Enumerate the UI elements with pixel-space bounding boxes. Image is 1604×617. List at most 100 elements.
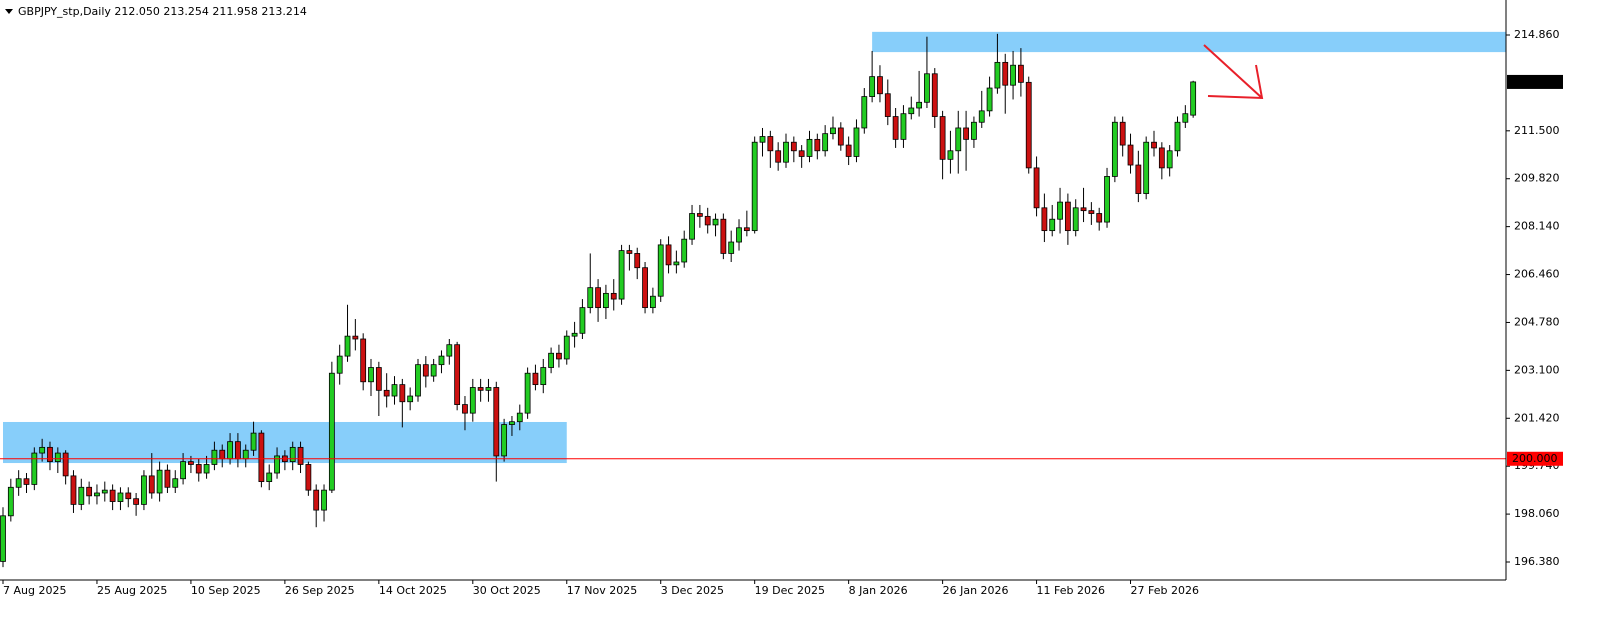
bull-body <box>501 424 508 457</box>
price-line-tag <box>1507 451 1563 466</box>
bull-body <box>1111 121 1118 177</box>
bear-body <box>1127 144 1134 166</box>
bull-body <box>321 489 327 511</box>
bull-body <box>39 446 46 454</box>
bull-body <box>587 287 594 309</box>
bull-body <box>516 412 523 423</box>
bull-body <box>227 441 233 460</box>
bear-body <box>743 227 750 232</box>
price-line-label: 200.000 <box>1512 452 1558 465</box>
bull-body <box>712 218 719 226</box>
bear-body <box>1151 141 1157 149</box>
bull-body <box>94 492 100 497</box>
bear-body <box>884 93 891 117</box>
current-price-tag <box>1507 74 1563 89</box>
bull-body <box>469 387 476 414</box>
y-tick-label: 214.860 <box>1514 28 1560 41</box>
bull-body <box>869 76 876 97</box>
bull-body <box>274 455 280 474</box>
bear-body <box>258 432 265 482</box>
bull-body <box>1104 176 1110 223</box>
arrow-drawing <box>1203 44 1264 100</box>
bear-body <box>70 475 77 505</box>
bull-body <box>1166 150 1173 169</box>
y-tick-label: 196.380 <box>1514 555 1560 568</box>
bull-body <box>117 492 124 502</box>
bear-body <box>556 352 562 360</box>
bear-body <box>422 364 429 377</box>
bull-body <box>978 110 985 123</box>
bull-body <box>540 367 547 386</box>
bear-body <box>665 244 672 266</box>
bull-body <box>203 464 210 474</box>
bull-body <box>415 364 421 397</box>
y-tick-label: 209.820 <box>1514 172 1560 185</box>
y-tick-label: 204.780 <box>1514 315 1560 328</box>
bull-body <box>211 449 218 465</box>
y-tick-label: 208.140 <box>1514 220 1560 233</box>
bear-body <box>1033 167 1040 209</box>
y-tick-label: 203.100 <box>1514 363 1560 376</box>
bear-body <box>86 486 93 497</box>
bull-body <box>579 307 586 334</box>
bull-body <box>947 150 954 160</box>
bull-body <box>180 461 186 480</box>
bull-body <box>242 449 249 460</box>
bear-body <box>892 116 899 140</box>
bull-body <box>430 364 437 377</box>
bull-body <box>1057 201 1063 220</box>
bull-body <box>1049 218 1056 232</box>
bull-body <box>994 61 1001 89</box>
bear-body <box>1096 213 1103 223</box>
bear-body <box>1119 121 1126 146</box>
bear-body <box>790 141 797 152</box>
bear-body <box>109 489 116 502</box>
x-tick-label: 26 Jan 2026 <box>943 584 1009 597</box>
y-tick-label: 206.460 <box>1514 268 1560 281</box>
bear-body <box>704 215 711 226</box>
bear-body <box>47 446 53 463</box>
x-tick-label: 7 Aug 2025 <box>3 584 66 597</box>
bear-body <box>125 492 132 500</box>
bear-body <box>305 464 312 491</box>
x-tick-label: 26 Sep 2025 <box>285 584 355 597</box>
bull-body <box>78 486 85 505</box>
bull-body <box>289 446 296 463</box>
bear-body <box>360 338 367 383</box>
current-price-label: 213.214 <box>1512 75 1558 88</box>
y-tick-label: 201.420 <box>1514 411 1560 424</box>
bear-body <box>720 218 727 254</box>
bull-body <box>368 367 374 383</box>
bear-body <box>877 76 883 95</box>
bull-body <box>1010 64 1016 86</box>
bear-body <box>931 73 938 117</box>
bull-body <box>1072 207 1079 232</box>
bull-body <box>446 344 453 357</box>
bear-body <box>798 150 805 157</box>
bull-body <box>31 452 38 485</box>
x-tick-label: 10 Sep 2025 <box>191 584 261 597</box>
x-tick-label: 27 Feb 2026 <box>1131 584 1199 597</box>
bear-body <box>375 367 382 391</box>
bear-body <box>1018 64 1024 83</box>
bull-body <box>900 113 907 140</box>
bear-body <box>493 387 500 457</box>
x-tick-label: 30 Oct 2025 <box>473 584 541 597</box>
bear-body <box>352 335 359 340</box>
bear-body <box>383 389 390 397</box>
bull-body <box>783 141 789 163</box>
bear-body <box>313 489 320 511</box>
bull-body <box>971 121 977 140</box>
bull-body <box>806 138 813 157</box>
bull-body <box>0 515 6 562</box>
bear-body <box>164 469 171 488</box>
bull-body <box>822 133 829 152</box>
x-tick-label: 19 Dec 2025 <box>755 584 825 597</box>
bear-body <box>1135 164 1142 194</box>
bear-body <box>1002 61 1009 86</box>
plot <box>0 33 1506 568</box>
low: 211.958 <box>212 5 258 18</box>
x-tick-label: 17 Nov 2025 <box>567 584 637 597</box>
bull-body <box>1182 113 1189 123</box>
